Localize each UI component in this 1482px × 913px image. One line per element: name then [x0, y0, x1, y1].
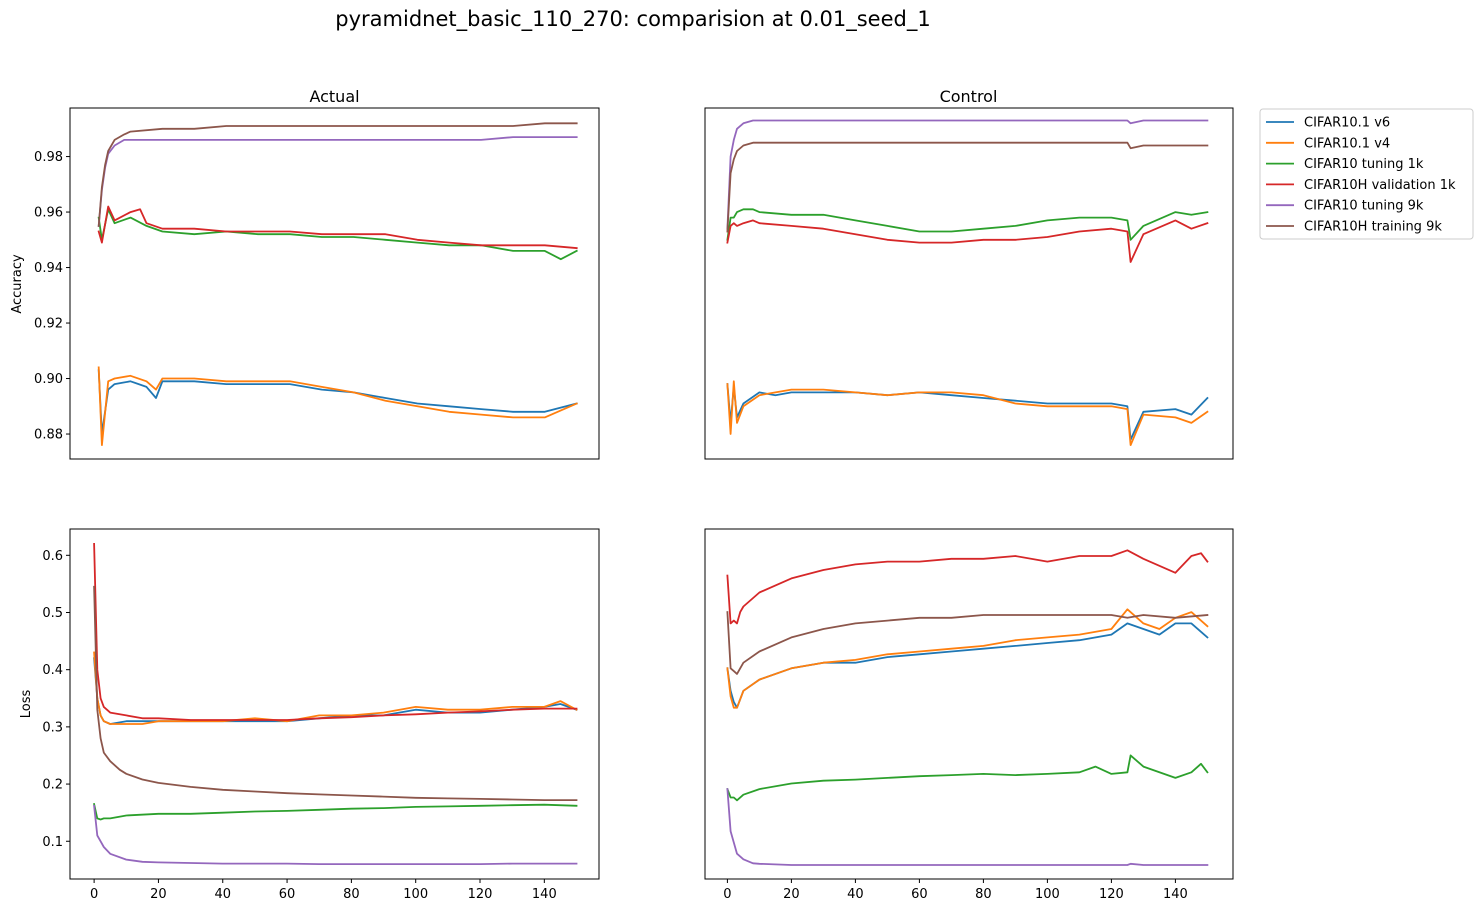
series-line-cifar10h-validation-1k	[726, 219, 1209, 263]
x-tick-label: 20	[150, 887, 167, 902]
x-tick-label: 120	[468, 887, 493, 902]
y-tick-label: 0.4	[42, 663, 63, 678]
series-line-cifar10-1-v6	[726, 383, 1209, 441]
y-tick-label: 0.90	[34, 372, 63, 387]
series-line-cifar10-tuning-1k	[93, 803, 578, 821]
x-tick-label: 100	[1035, 887, 1060, 902]
series-line-cifar10h-training-9k	[726, 141, 1209, 233]
x-tick-label: 60	[911, 887, 928, 902]
series-line-cifar10-1-v4	[726, 380, 1209, 446]
series-line-cifar10h-training-9k	[97, 122, 578, 227]
x-tick-label: 0	[723, 887, 731, 902]
series-line-cifar10h-validation-1k	[726, 549, 1209, 625]
legend-item-cifar10-1-v4: CIFAR10.1 v4	[1266, 136, 1390, 151]
x-tick-label: 40	[847, 887, 864, 902]
panel-title: Control	[940, 87, 998, 106]
series-lines	[726, 119, 1209, 446]
series-line-cifar10-tuning-1k	[726, 754, 1209, 802]
axes-frame	[69, 107, 600, 460]
legend-label: CIFAR10H validation 1k	[1304, 178, 1456, 193]
series-line-cifar10-1-v6	[97, 369, 578, 435]
series-line-cifar10h-validation-1k	[93, 542, 578, 721]
x-tick-label: 140	[1163, 887, 1188, 902]
y-tick-label: 0.1	[42, 835, 63, 850]
legend: CIFAR10.1 v6 CIFAR10.1 v4 CIFAR10 tuning 1…	[1259, 108, 1474, 240]
legend-label: CIFAR10 tuning 1k	[1304, 157, 1424, 172]
x-tick-label: 60	[279, 887, 296, 902]
panel-title: Actual	[309, 87, 359, 106]
panel-loss-actual: Loss 0.1 0.2 0.3 0.4 0.5 0.6 0 20 40 60 80 100 120 14…	[19, 528, 600, 902]
legend-item-cifar10-tuning-1k: CIFAR10 tuning 1k	[1266, 157, 1424, 172]
series-lines	[97, 122, 578, 446]
y-tick-label: 0.96	[34, 206, 63, 221]
x-tick-label: 100	[403, 887, 428, 902]
legend-item-cifar10h-training-9k: CIFAR10H training 9k	[1266, 220, 1442, 235]
series-line-cifar10-tuning-9k	[97, 136, 578, 227]
x-tick-label: 40	[214, 887, 231, 902]
y-axis-label: Accuracy	[10, 254, 25, 314]
series-line-cifar10-1-v6	[93, 657, 578, 725]
panel-accuracy-actual: Actual Accuracy 0.88 0.90 0.92 0.94 0.96 0.98	[10, 87, 600, 460]
legend-item-cifar10-1-v6: CIFAR10.1 v6	[1266, 116, 1390, 131]
legend-frame	[1259, 108, 1474, 240]
legend-item-cifar10h-validation-1k: CIFAR10H validation 1k	[1266, 178, 1456, 193]
y-tick-label: 0.5	[42, 606, 63, 621]
series-line-cifar10-tuning-1k	[97, 208, 578, 261]
series-line-cifar10h-training-9k	[93, 585, 578, 801]
x-tick-label: 140	[532, 887, 557, 902]
legend-label: CIFAR10H training 9k	[1304, 220, 1442, 235]
series-line-cifar10h-training-9k	[726, 611, 1209, 675]
series-lines	[93, 542, 578, 865]
x-tick-label: 80	[975, 887, 992, 902]
panel-loss-control: 0 20 40 60 80 100 120 140	[704, 528, 1234, 902]
panel-accuracy-control: Control	[704, 87, 1234, 460]
figure-title: pyramidnet_basic_110_270: comparision at…	[335, 7, 930, 32]
x-tick-label: 120	[1099, 887, 1124, 902]
y-tick-label: 0.3	[42, 720, 63, 735]
series-line-cifar10h-validation-1k	[97, 205, 578, 250]
legend-label: CIFAR10.1 v6	[1304, 116, 1390, 131]
x-tick-label: 20	[783, 887, 800, 902]
y-tick-label: 0.6	[42, 549, 63, 564]
y-tick-label: 0.94	[34, 261, 63, 276]
series-lines	[726, 549, 1209, 866]
axes-frame	[704, 107, 1234, 460]
series-line-cifar10-1-v4	[97, 366, 578, 446]
axes-frame	[69, 528, 600, 880]
x-tick-label: 0	[90, 887, 98, 902]
axes-frame	[704, 528, 1234, 880]
y-tick-label: 0.92	[34, 317, 63, 332]
series-line-cifar10-1-v4	[726, 608, 1209, 709]
legend-label: CIFAR10.1 v4	[1304, 136, 1390, 151]
y-tick-label: 0.88	[34, 428, 63, 443]
series-line-cifar10-tuning-1k	[726, 208, 1209, 241]
y-tick-label: 0.2	[42, 778, 63, 793]
series-line-cifar10-tuning-9k	[726, 788, 1209, 866]
x-tick-label: 80	[343, 887, 360, 902]
legend-label: CIFAR10 tuning 9k	[1304, 199, 1424, 214]
y-axis-label: Loss	[19, 690, 34, 719]
series-line-cifar10-tuning-9k	[93, 804, 578, 865]
series-line-cifar10-1-v4	[93, 651, 578, 725]
legend-item-cifar10-tuning-9k: CIFAR10 tuning 9k	[1266, 199, 1424, 214]
series-line-cifar10-tuning-9k	[726, 119, 1209, 230]
y-tick-label: 0.98	[34, 150, 63, 165]
